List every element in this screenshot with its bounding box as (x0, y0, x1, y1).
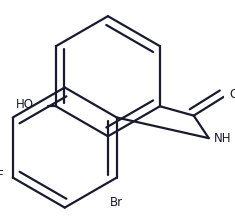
Text: O: O (229, 88, 235, 101)
Text: HO: HO (15, 98, 33, 111)
Text: NH: NH (214, 132, 232, 145)
Text: F: F (0, 169, 3, 182)
Text: Br: Br (110, 196, 123, 209)
